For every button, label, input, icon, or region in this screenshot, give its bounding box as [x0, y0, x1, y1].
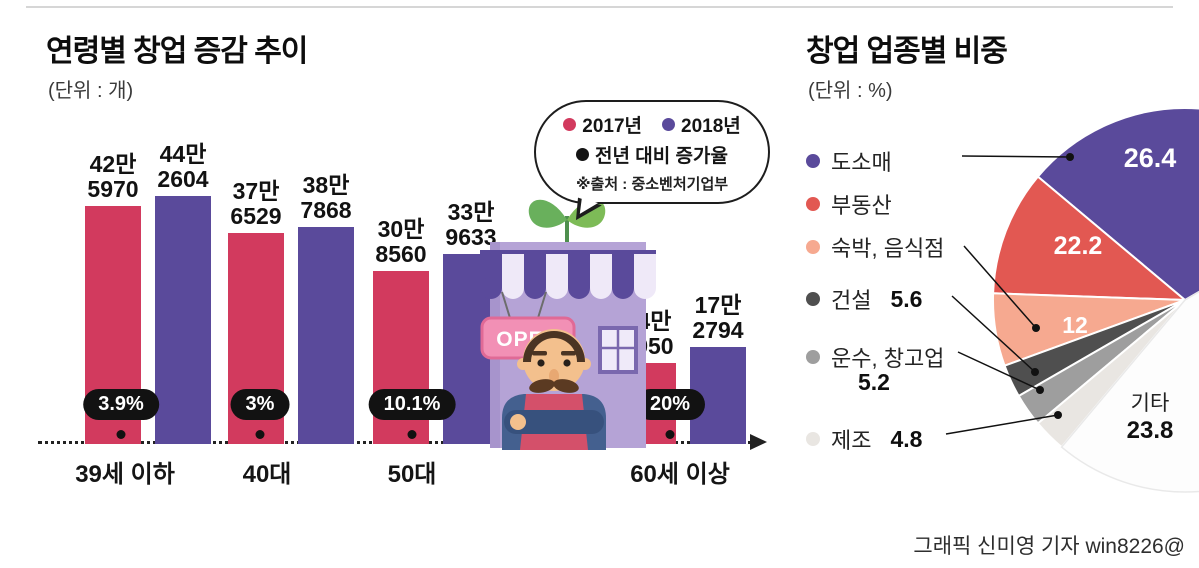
growth-badge-50s: 10.1%	[368, 389, 456, 420]
category-label-under39: 39세 이하	[75, 461, 175, 488]
pie-legend-item-wholesale: 도소매	[806, 145, 892, 177]
pie-slice-5	[1036, 299, 1186, 449]
pie-legend-item-transport: 운수, 창고업	[806, 341, 944, 373]
bar-value-2018-50s: 33만 9633	[445, 198, 497, 250]
pie-legend-item-realestate: 부동산	[806, 188, 892, 220]
legend-row-growth: 전년 대비 증가율	[576, 141, 728, 168]
bar-2018-under39	[155, 196, 211, 444]
pie-legend-value-manufacturing: 4.8	[890, 425, 923, 452]
leader-line-transport	[957, 351, 1041, 391]
pie-chart-title: 창업 업종별 비중	[806, 35, 1008, 68]
bar-value-2017-50s: 30만 8560	[375, 216, 427, 268]
legend-dot-2017	[563, 117, 577, 131]
pie-slice-label-other: 기타	[1131, 392, 1170, 415]
bar-value-2017-under39: 42만 5970	[87, 150, 139, 202]
growth-dot-under39	[116, 430, 126, 439]
pie-slice-value-0: 26.4	[1124, 143, 1177, 173]
growth-badge-under39: 3.9%	[83, 389, 159, 420]
pie-slice-2	[992, 292, 1186, 367]
bar-value-2018-40s: 38만 7868	[300, 171, 352, 223]
bar-value-2018-under39: 44만 2604	[157, 141, 209, 193]
leader-line-construction	[951, 295, 1036, 373]
pie-slice-4	[1017, 299, 1186, 425]
credit-byline: 그래픽 신미영 기자 win8226@	[913, 535, 1185, 558]
pie-legend-dot-realestate	[806, 197, 820, 211]
pie-slice-6	[1060, 291, 1199, 493]
pie-chart-unit-label: (단위 : %)	[808, 80, 893, 102]
pie-legend-value-construction: 5.6	[890, 285, 923, 312]
legend-dot-2018	[662, 117, 675, 131]
x-axis-arrow-icon	[750, 434, 767, 450]
growth-badge-40s: 3%	[230, 389, 290, 420]
pie-legend-value-transport: 5.2	[858, 369, 890, 395]
leader-dot-transport	[1036, 386, 1044, 394]
leader-dot-manufacturing	[1054, 411, 1062, 419]
pie-legend-item-lodging-food: 숙박, 음식점	[806, 231, 944, 263]
legend-label-2018: 2018년	[681, 115, 741, 137]
pie-legend-dot-manufacturing	[806, 432, 820, 446]
awning	[480, 250, 656, 299]
source-note: ※출처 : 중소벤처기업부	[575, 175, 729, 193]
pie-legend-dot-lodging-food	[806, 240, 820, 254]
pie-leader-lines	[945, 153, 1074, 435]
growth-badge-over60: 20%	[634, 389, 706, 420]
leader-dot-wholesale	[1066, 153, 1074, 161]
bar-value-2018-over60: 17만 2794	[692, 292, 744, 344]
top-rule	[26, 6, 1173, 8]
pie-legend-dot-construction	[806, 292, 820, 306]
pie-slice-value-2: 12	[1062, 312, 1088, 338]
category-label-50s: 50대	[387, 461, 437, 488]
growth-dot-over60	[665, 430, 675, 439]
growth-dot-50s	[407, 430, 417, 439]
category-label-over60: 60세 이상	[630, 461, 730, 488]
leader-line-manufacturing	[945, 414, 1059, 435]
shop-window	[598, 326, 638, 374]
pie-slice-1	[992, 175, 1188, 302]
shopkeeper	[502, 329, 606, 450]
leader-dot-lodging-food	[1032, 324, 1040, 332]
bar-2018-40s	[298, 226, 354, 444]
bar-chart-title: 연령별 창업 증감 추이	[46, 35, 308, 68]
storefront-illustration: OPEN	[480, 199, 656, 450]
bar-chart-unit-label: (단위 : 개)	[48, 80, 134, 102]
legend-dot-growth	[576, 147, 590, 161]
pie-slices	[992, 107, 1199, 493]
leader-line-lodging-food	[963, 245, 1037, 329]
pie-slice-value-1: 22.2	[1054, 232, 1103, 260]
pie-legend-item-manufacturing: 제조 4.8	[806, 423, 922, 455]
pie-slice-0	[1036, 107, 1199, 302]
bar-value-2017-40s: 37만 6529	[230, 178, 282, 230]
pie-legend-item-construction: 건설 5.6	[806, 283, 922, 315]
pie-slice-3	[1003, 299, 1186, 398]
legend-label-2017: 2017년	[582, 115, 642, 137]
pie-legend-dot-transport	[806, 350, 820, 364]
legend-bubble: 2017년 2018년 전년 대비 증가율 ※출처 : 중소벤처기업부	[534, 100, 770, 204]
leader-line-wholesale	[961, 155, 1071, 158]
legend-row-years: 2017년 2018년	[563, 111, 741, 138]
category-label-40s: 40대	[242, 461, 292, 488]
leader-dot-construction	[1031, 368, 1039, 376]
pie-legend-dot-wholesale	[806, 154, 820, 168]
pie-slice-value-other: 23.8	[1127, 417, 1174, 444]
growth-dot-40s	[255, 430, 265, 439]
legend-label-growth: 전년 대비 증가율	[595, 145, 728, 167]
